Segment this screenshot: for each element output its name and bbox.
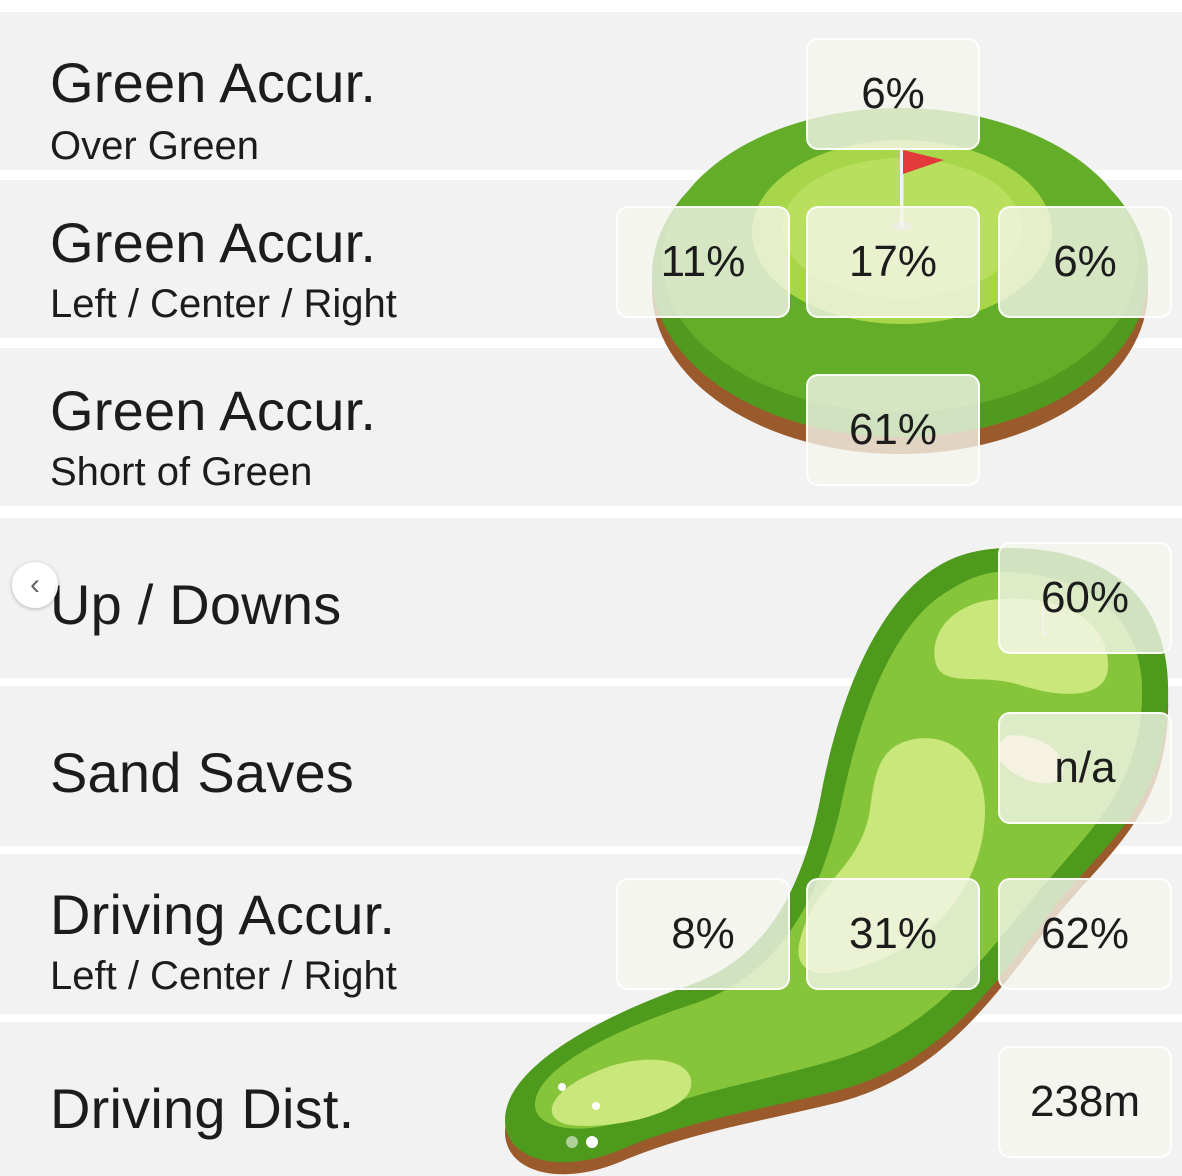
sand-saves-value: n/a (998, 712, 1172, 824)
driving-left-value: 8% (616, 878, 790, 990)
row-title: Green Accur. (50, 379, 377, 442)
stat-row-green-over: Green Accur. Over Green (0, 12, 1182, 170)
row-title: Sand Saves (50, 741, 354, 804)
row-title: Driving Accur. (50, 883, 396, 946)
row-subtitle: Short of Green (50, 450, 313, 494)
row-title: Up / Downs (50, 573, 342, 636)
driving-distance-value: 238m (998, 1046, 1172, 1158)
green-left-value: 11% (616, 206, 790, 318)
chevron-left-icon: ‹ (30, 568, 40, 601)
green-short-value: 61% (806, 374, 980, 486)
pagination-dot[interactable] (566, 1136, 578, 1148)
row-title: Green Accur. (50, 211, 377, 274)
green-center-value: 17% (806, 206, 980, 318)
row-title: Green Accur. (50, 51, 377, 114)
driving-center-value: 31% (806, 878, 980, 990)
back-button[interactable]: ‹ (12, 562, 58, 608)
row-title: Driving Dist. (50, 1077, 355, 1140)
row-subtitle: Left / Center / Right (50, 282, 397, 326)
up-downs-value: 60% (998, 542, 1172, 654)
green-right-value: 6% (998, 206, 1172, 318)
row-subtitle: Left / Center / Right (50, 954, 397, 998)
green-over-value: 6% (806, 38, 980, 150)
row-subtitle: Over Green (50, 124, 259, 168)
pagination-dots (566, 1136, 598, 1148)
pagination-dot-active[interactable] (586, 1136, 598, 1148)
driving-right-value: 62% (998, 878, 1172, 990)
